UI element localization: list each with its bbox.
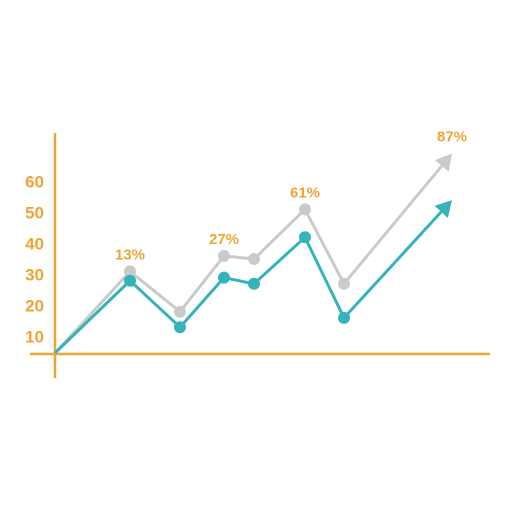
data-point-teal-6 [338,311,350,324]
data-point-gray-5 [299,203,311,216]
series-arrowhead-gray [434,153,452,172]
y-tick-label-20: 20 [25,297,44,316]
data-point-teal-3 [218,271,230,284]
series-line-gray [54,164,444,354]
series-arrowhead-teal [434,200,452,218]
data-point-gray-6 [338,277,350,290]
annotation-label: 27% [209,231,239,248]
annotation-label: 61% [290,184,320,201]
data-point-gray-3 [218,249,230,262]
y-tick-label-50: 50 [25,204,44,223]
data-point-gray-1 [124,265,136,278]
y-tick-label-60: 60 [25,173,44,192]
y-tick-label-40: 40 [25,235,44,254]
data-point-gray-2 [174,305,186,318]
data-point-teal-4 [248,277,260,290]
annotation-label: 87% [437,129,467,146]
y-tick-label-10: 10 [25,328,44,347]
data-point-teal-1 [124,274,136,287]
annotation-label: 13% [115,246,145,263]
y-tick-label-30: 30 [25,266,44,285]
data-point-gray-4 [248,253,260,265]
series-line-teal [54,210,443,354]
data-point-teal-2 [174,321,186,334]
data-point-teal-5 [299,231,311,244]
